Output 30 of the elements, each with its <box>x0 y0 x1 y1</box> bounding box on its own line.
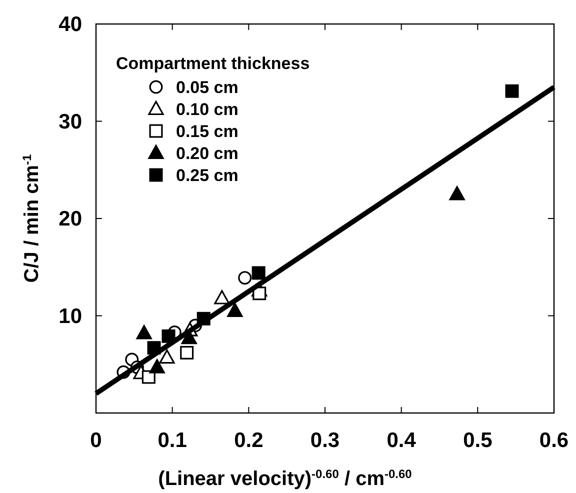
legend-label: 0.20 cm <box>176 144 238 163</box>
point <box>227 302 243 317</box>
point <box>149 359 165 374</box>
y-tick-label: 40 <box>58 13 82 36</box>
x-tick-label: 0.5 <box>463 429 493 452</box>
x-tick-label: 0.3 <box>310 429 340 452</box>
point <box>142 370 156 384</box>
point <box>180 346 194 360</box>
point <box>238 271 252 285</box>
point <box>214 290 230 304</box>
point <box>159 349 175 364</box>
x-axis-title: (Linear velocity)$^{-0.60}$ / cm$^{-0.60}$ <box>158 467 412 490</box>
x-tick-label: 0.6 <box>539 429 569 452</box>
point <box>449 186 465 200</box>
legend-label: 0.05 cm <box>176 78 238 97</box>
point <box>136 325 152 340</box>
y-tick-label: 10 <box>58 304 82 328</box>
legend-label: 0.15 cm <box>176 122 238 141</box>
x-tick-label: 0.4 <box>386 429 416 452</box>
point <box>252 266 266 280</box>
x-tick-label: 0.1 <box>158 429 188 452</box>
x-tick-label: 0 <box>90 429 102 452</box>
x-tick-label: 0.2 <box>234 429 264 452</box>
y-tick-label: 20 <box>58 208 82 230</box>
legend-label: 0.10 cm <box>176 100 238 119</box>
legend-title: Compartment thickness <box>116 54 310 73</box>
legend-label: 0.25 cm <box>176 166 238 185</box>
point <box>505 84 519 98</box>
point <box>252 286 266 300</box>
y-tick-label: 30 <box>58 110 82 134</box>
